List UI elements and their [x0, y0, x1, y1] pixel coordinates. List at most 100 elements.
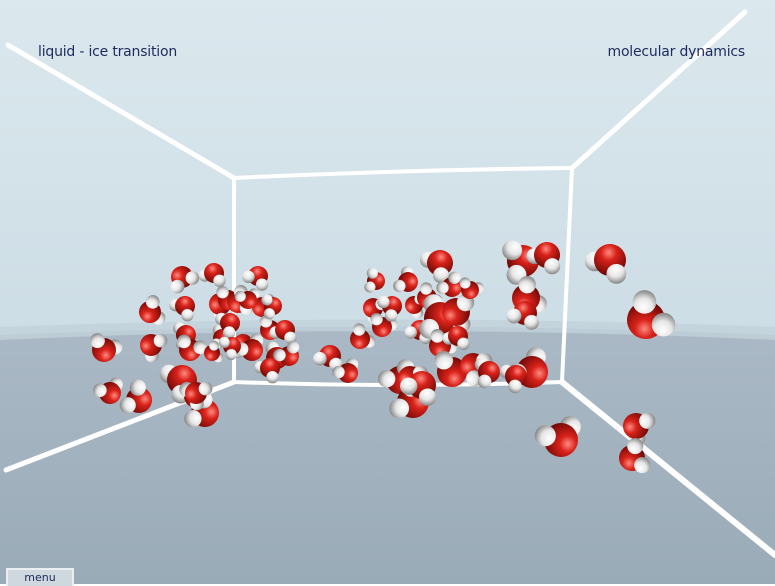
hydrogen-atom: [177, 334, 191, 349]
water-molecules: [90, 240, 676, 474]
hydrogen-atom: [213, 274, 226, 288]
hydrogen-atom: [384, 309, 398, 322]
hydrogen-atom: [129, 379, 146, 396]
hydrogen-atom: [457, 337, 470, 351]
hydrogen-atom: [261, 294, 273, 306]
water-molecule: [140, 333, 168, 363]
hydrogen-atom: [225, 348, 237, 361]
hydrogen-atom: [266, 371, 279, 384]
water-molecule: [273, 341, 300, 366]
hydrogen-atom: [544, 258, 561, 275]
hydrogen-atom: [508, 379, 522, 394]
hydrogen-atom: [234, 290, 246, 302]
hydrogen-atom: [436, 281, 449, 295]
hydrogen-atom: [185, 271, 200, 285]
water-molecule: [177, 334, 207, 361]
hydrogen-atom: [93, 383, 107, 398]
hydrogen-atom: [145, 295, 160, 309]
hydrogen-atom: [506, 308, 522, 324]
hydrogen-atom: [352, 323, 366, 336]
hydrogen-atom: [419, 282, 433, 295]
hydrogen-atom: [448, 271, 461, 284]
hydrogen-atom: [377, 295, 390, 309]
hydrogen-atom: [627, 437, 644, 455]
hydrogen-atom: [90, 333, 105, 349]
simulation-subtitle: molecular dynamics: [607, 44, 746, 60]
water-molecule: [215, 312, 240, 339]
back-wall: [0, 0, 775, 335]
hydrogen-atom: [534, 425, 556, 447]
hydrogen-atom: [286, 341, 300, 354]
hydrogen-atom: [378, 370, 396, 388]
hydrogen-atom: [634, 457, 651, 474]
water-molecule: [332, 358, 359, 383]
hydrogen-atom: [651, 312, 676, 337]
water-molecule: [459, 277, 484, 299]
water-molecule: [499, 364, 527, 394]
water-molecule: [534, 416, 581, 457]
hydrogen-atom: [418, 388, 437, 406]
hydrogen-atom: [313, 351, 327, 366]
hydrogen-atom: [400, 377, 418, 395]
hydrogen-atom: [255, 278, 269, 291]
water-molecule: [261, 294, 282, 320]
water-molecule: [218, 336, 241, 361]
water-molecule: [254, 358, 280, 384]
water-molecule: [204, 340, 224, 363]
hydrogen-atom: [181, 309, 194, 322]
water-molecule: [442, 326, 470, 351]
water-molecule: [234, 288, 260, 309]
hydrogen-atom: [477, 374, 492, 389]
water-molecule: [185, 381, 213, 411]
water-molecule: [242, 266, 269, 291]
water-molecule: [350, 323, 376, 349]
hydrogen-atom: [430, 329, 445, 343]
hydrogen-atom: [170, 279, 185, 294]
hydrogen-atom: [263, 308, 275, 320]
hydrogen-atom: [198, 381, 213, 396]
water-molecule: [269, 320, 297, 345]
water-molecule: [436, 271, 462, 297]
water-molecule: [169, 296, 195, 322]
hydrogen-atom: [518, 276, 536, 294]
hydrogen-atom: [389, 398, 410, 419]
hydrogen-atom: [632, 290, 657, 314]
hydrogen-atom: [639, 412, 656, 429]
hydrogen-atom: [502, 240, 523, 261]
hydrogen-atom: [273, 348, 286, 362]
simulation-title: liquid - ice transition: [38, 44, 178, 60]
water-molecule: [119, 379, 152, 414]
hydrogen-atom: [284, 331, 297, 345]
hydrogen-atom: [366, 267, 378, 279]
water-molecule: [170, 266, 200, 294]
hydrogen-atom: [193, 340, 207, 355]
hydrogen-atom: [242, 270, 255, 284]
water-molecule: [393, 266, 418, 293]
water-molecule: [93, 377, 123, 404]
hydrogen-atom: [184, 409, 202, 428]
water-molecule: [584, 244, 627, 284]
hydrogen-atom: [216, 285, 229, 299]
water-molecule: [198, 263, 226, 288]
hydrogen-atom: [218, 336, 230, 348]
water-molecule: [400, 371, 437, 406]
water-molecule: [526, 242, 561, 275]
water-molecule: [90, 333, 123, 362]
hydrogen-atom: [606, 263, 627, 284]
floor: [0, 326, 775, 584]
water-molecule: [619, 437, 651, 474]
water-molecule: [364, 267, 385, 293]
water-molecule: [627, 290, 676, 339]
hydrogen-atom: [209, 340, 219, 351]
hydrogen-atom: [222, 326, 236, 339]
hydrogen-atom: [434, 350, 454, 370]
menu-button[interactable]: menu: [6, 568, 74, 586]
water-molecule: [370, 312, 398, 337]
hydrogen-atom: [370, 312, 383, 326]
water-molecule: [506, 301, 539, 330]
water-molecule: [474, 357, 500, 389]
hydrogen-atom: [332, 365, 345, 379]
hydrogen-atom: [432, 267, 450, 284]
